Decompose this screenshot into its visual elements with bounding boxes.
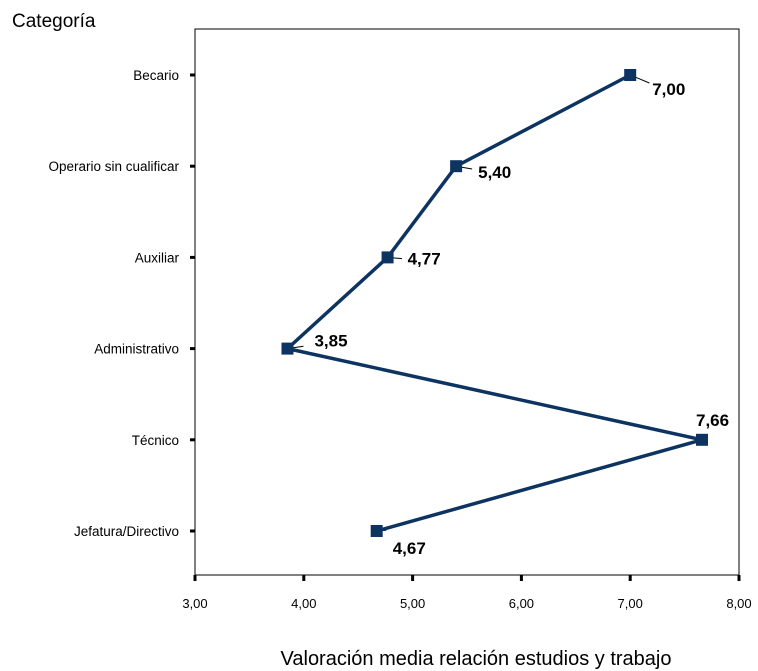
x-tick-label: 5,00: [400, 596, 425, 611]
category-label: Administrativo: [94, 342, 179, 357]
category-label: Jefatura/Directivo: [74, 524, 179, 539]
data-point: [624, 69, 637, 81]
data-point: [281, 342, 294, 355]
series-line: [283, 73, 703, 533]
x-tick-label: 4,00: [291, 596, 316, 611]
category-label: Auxiliar: [135, 250, 180, 265]
x-tick-label: 7,00: [618, 596, 643, 611]
category-label: Becario: [133, 68, 179, 83]
category-label: Técnico: [132, 433, 179, 448]
data-label: 7,00: [652, 80, 685, 99]
category-label: Operario sin cualificar: [48, 159, 179, 174]
data-label: 7,66: [696, 411, 729, 430]
data-point: [381, 251, 394, 264]
data-point: [696, 433, 709, 446]
data-point: [450, 160, 463, 173]
plot-frame: [194, 28, 740, 576]
data-label: 4,67: [393, 539, 426, 558]
data-label: 3,85: [314, 332, 347, 351]
x-tick-label: 3,00: [182, 596, 207, 611]
x-tick-label: 6,00: [509, 596, 534, 611]
data-label: 4,77: [408, 249, 441, 268]
x-tick-label: 8,00: [726, 596, 751, 611]
y-axis-title: Categoría: [12, 11, 96, 32]
data-point: [370, 525, 383, 537]
data-label: 5,40: [478, 163, 511, 182]
x-axis-title: Valoración media relación estudios y tra…: [281, 648, 672, 670]
